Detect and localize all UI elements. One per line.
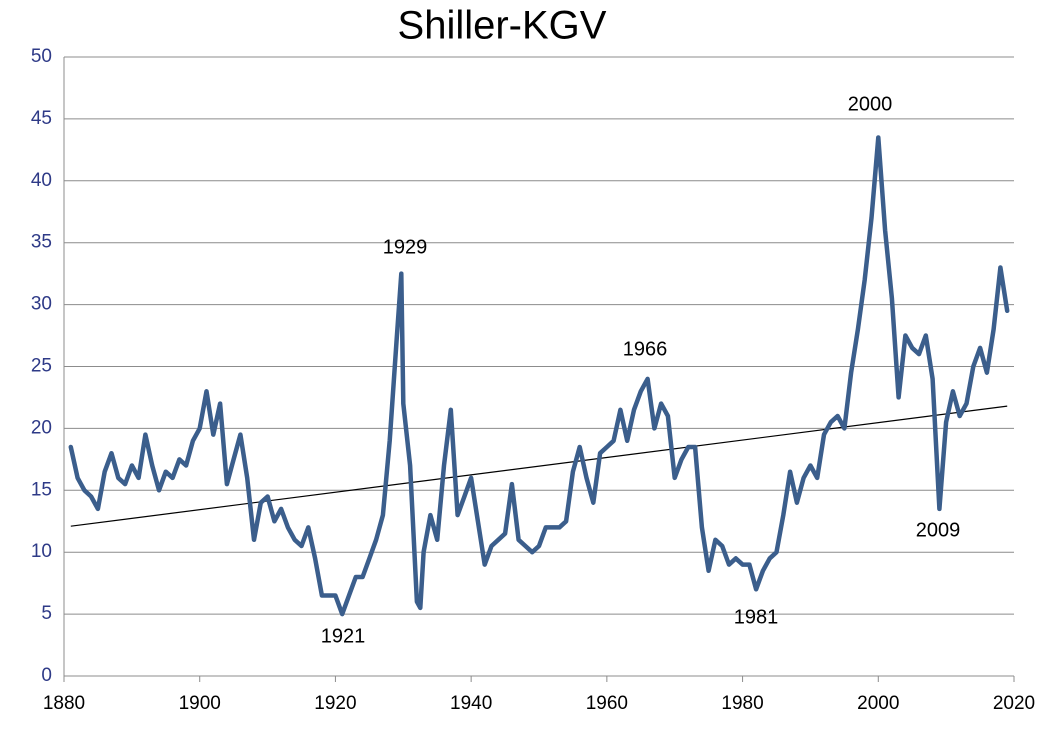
x-tick-label: 1940: [450, 693, 492, 714]
y-tick-label: 25: [31, 356, 52, 377]
y-tick-label: 10: [31, 541, 52, 562]
chart-title: Shiller-KGV: [398, 4, 607, 48]
annotation: 2009: [916, 519, 961, 541]
y-tick-label: 45: [31, 108, 52, 129]
y-tick-label: 0: [41, 665, 52, 686]
x-tick-label: 1920: [314, 693, 356, 714]
series-line: [68, 135, 1010, 617]
y-tick-label: 35: [31, 232, 52, 253]
x-tick-label: 2000: [857, 693, 899, 714]
y-tick-label: 50: [31, 46, 52, 67]
y-tick-label: 30: [31, 294, 52, 315]
annotation: 1929: [383, 236, 428, 258]
y-tick-label: 40: [31, 170, 52, 191]
x-tick-label: 1900: [179, 693, 221, 714]
trend-line: [70, 405, 1008, 527]
y-tick-label: 15: [31, 479, 52, 500]
annotation: 1921: [321, 625, 366, 647]
y-tick-label: 20: [31, 417, 52, 438]
x-tick-label: 1980: [721, 693, 763, 714]
annotation: 1981: [734, 606, 779, 628]
x-tick-label: 1960: [586, 693, 628, 714]
x-tick-label: 1880: [43, 693, 85, 714]
annotation: 2000: [848, 93, 893, 115]
y-tick-label: 5: [41, 603, 52, 624]
x-tick-label: 2020: [993, 693, 1035, 714]
annotation: 1966: [623, 338, 668, 360]
